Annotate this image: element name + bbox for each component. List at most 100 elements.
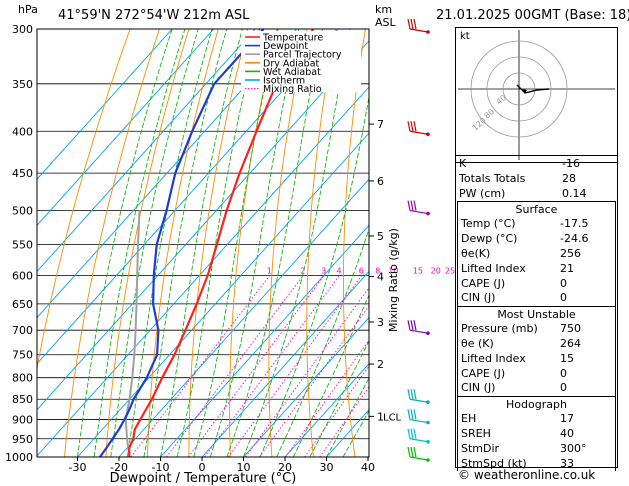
km-label: km [375, 3, 393, 16]
index-row-value: 0.14 [562, 186, 587, 200]
hodograph-row: StmDir 300° [458, 442, 615, 457]
wind-barb-flag [410, 446, 414, 458]
mixing-ratio-line [204, 275, 340, 457]
wet-adiabat-line [209, 29, 300, 457]
pressure-tick-label: 350 [12, 78, 33, 91]
wind-barb-flag [410, 18, 414, 30]
legend-label: Dry Adiabat [263, 58, 320, 69]
dry-adiabat-line [37, 29, 131, 371]
wet-adiabat-line [176, 29, 260, 457]
pressure-tick-label: 850 [12, 393, 33, 406]
most-unstable-row: θe (K) 264 [458, 337, 615, 352]
surface-row-label: Lifted Index [461, 261, 526, 275]
wet-adiabat-line [77, 29, 173, 457]
wind-barb-flag [413, 121, 417, 132]
mixing-ratio-label: 6 [359, 266, 364, 275]
temperature-tick-label: -20 [110, 461, 128, 474]
wind-barb-point [426, 331, 430, 336]
height-tick-label: 4 [377, 271, 384, 284]
height-tick-label: 3 [377, 316, 384, 329]
temperature-tick-label: -30 [69, 461, 87, 474]
hodograph-row: StmSpd (kt) 33 [458, 457, 615, 472]
hodograph-storm-marker [521, 89, 527, 93]
temperature-tick-label: 30 [320, 461, 334, 474]
wind-barb-flag [410, 320, 414, 331]
wind-barb [409, 398, 429, 403]
hodograph-row-label: StmSpd (kt) [461, 456, 527, 470]
isotherm-line [37, 29, 215, 227]
dry-adiabat-line [146, 29, 219, 457]
wind-barb-flag [410, 121, 414, 132]
index-row-value: -16 [562, 157, 580, 170]
mixing-ratio-label: 10 [388, 266, 398, 275]
legend-label: Dewpoint [263, 41, 308, 52]
indices-panel: K -16 Totals Totals 28 PW (cm) 0.14 Surface T… [455, 155, 618, 472]
mixing-ratio-axis-title: Mixing Ratio (g/kg) [387, 228, 400, 332]
surface-row-value: -24.6 [560, 232, 589, 246]
temperature-line [128, 29, 315, 457]
hodograph-row-label: EH [461, 412, 477, 426]
mixing-ratio-line [166, 275, 304, 457]
most-unstable-row-label: θe (K) [461, 336, 494, 350]
hodograph-row-value: 17 [560, 412, 574, 426]
pressure-tick-label: 550 [12, 238, 33, 251]
mixing-ratio-label: 1 [267, 266, 272, 275]
most-unstable-row: Lifted Index 15 [458, 352, 615, 367]
wind-barb-flag [413, 389, 417, 400]
isotherm-line [37, 29, 173, 180]
surface-row: CAPE (J) 0 [458, 277, 615, 292]
pressure-tick-label: 650 [12, 298, 33, 311]
wind-barb-flag [407, 409, 411, 420]
legend-label: Parcel Trajectory [263, 50, 342, 61]
wind-barb-flag [410, 200, 414, 211]
most-unstable-row-label: CAPE (J) [461, 366, 506, 380]
surface-row-label: Dewp (°C) [461, 232, 518, 246]
wind-barb-point [426, 420, 430, 425]
wet-adiabat-line [143, 29, 228, 457]
wind-barb-flag [410, 389, 414, 400]
hodograph-row: EH 17 [458, 412, 615, 427]
wind-barb-flag [407, 320, 411, 331]
wet-adiabat-line [126, 29, 213, 457]
wet-adiabat-line [259, 94, 369, 457]
wind-barb-flag [410, 409, 414, 420]
most-unstable-row-value: 15 [560, 351, 574, 365]
surface-row-value: 0 [560, 291, 567, 305]
isotherm-line [37, 29, 339, 365]
wind-barb-point [426, 30, 430, 34]
index-row-label: PW (cm) [459, 186, 506, 200]
most-unstable-row-value: 264 [560, 336, 581, 350]
mixing-ratio-label: 2 [300, 266, 305, 275]
wind-barb-flag [407, 121, 411, 132]
hodograph-title: Hodograph [506, 398, 567, 412]
most-unstable-box: Most Unstable Pressure (mb) 750 θe (K) 264 L… [457, 306, 616, 397]
lcl-label: LCL [383, 412, 402, 423]
legend-box [241, 31, 361, 92]
temperature-tick-label: 0 [199, 461, 206, 474]
surface-row: Temp (°C) -17.5 [458, 217, 615, 232]
height-tick-label: 5 [377, 230, 384, 243]
mixing-ratio-line [245, 287, 369, 457]
surface-row-value: -17.5 [560, 217, 589, 231]
wet-adiabat-line [292, 293, 369, 457]
hodograph-row-value: 33 [560, 456, 574, 470]
mixing-ratio-label: 25 [445, 266, 455, 275]
wind-barb-point [426, 458, 430, 462]
pressure-tick-label: 400 [12, 125, 33, 138]
legend-label: Wet Adiabat [263, 67, 321, 78]
pressure-tick-label: 1000 [5, 451, 33, 464]
pressure-tick-label: 300 [12, 23, 33, 36]
pressure-tick-label: 450 [12, 167, 33, 180]
wind-barb-flag [407, 200, 411, 211]
height-tick-label: 7 [377, 118, 384, 131]
dry-adiabat-line [413, 29, 438, 457]
legend-label: Mixing Ratio [263, 84, 322, 95]
legend-label: Isotherm [263, 76, 305, 87]
most-unstable-row-value: 0 [560, 381, 567, 395]
surface-title: Surface [515, 203, 558, 217]
wind-barb-point [426, 132, 430, 137]
hodograph-row-value: 300° [560, 441, 587, 455]
most-unstable-row: Pressure (mb) 750 [458, 322, 615, 337]
wind-barb [409, 210, 429, 215]
